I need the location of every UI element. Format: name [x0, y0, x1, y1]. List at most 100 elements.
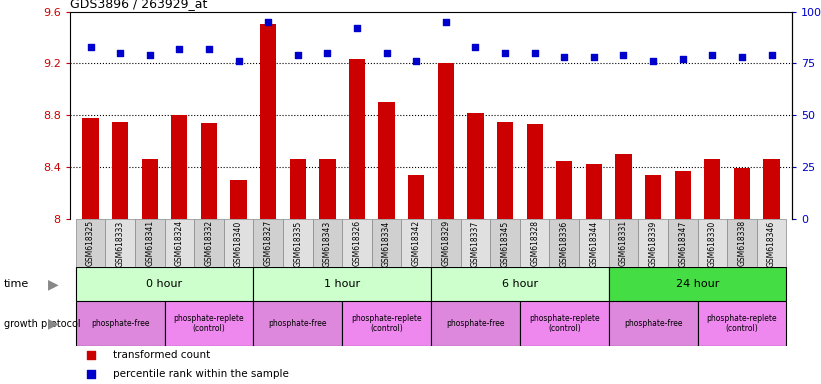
Point — [736, 54, 749, 60]
Bar — [698, 219, 727, 267]
Text: phosphate-free: phosphate-free — [624, 319, 682, 328]
Point — [646, 58, 659, 65]
Text: GSM618329: GSM618329 — [442, 220, 451, 266]
Text: GSM618337: GSM618337 — [471, 220, 480, 266]
Point — [765, 52, 778, 58]
Bar — [283, 219, 313, 267]
Text: GSM618324: GSM618324 — [175, 220, 184, 266]
Bar — [698, 301, 787, 346]
Bar — [616, 154, 631, 219]
Point — [587, 54, 600, 60]
Text: phosphate-replete
(control): phosphate-replete (control) — [173, 314, 245, 333]
Bar — [467, 113, 484, 219]
Bar — [608, 219, 638, 267]
Bar — [313, 219, 342, 267]
Bar — [378, 102, 395, 219]
Bar — [608, 267, 787, 301]
Bar — [549, 219, 579, 267]
Bar — [231, 180, 246, 219]
Bar — [290, 159, 306, 219]
Text: GSM618335: GSM618335 — [293, 220, 302, 266]
Bar — [201, 123, 217, 219]
Text: GSM618347: GSM618347 — [678, 220, 687, 266]
Text: time: time — [4, 279, 30, 289]
Text: phosphate-free: phosphate-free — [268, 319, 327, 328]
Bar — [76, 219, 105, 267]
Point — [351, 25, 364, 31]
Point — [321, 50, 334, 56]
Point — [380, 50, 393, 56]
Bar — [342, 301, 431, 346]
Point — [439, 19, 452, 25]
Text: transformed count: transformed count — [113, 350, 210, 360]
Text: GSM618331: GSM618331 — [619, 220, 628, 266]
Bar — [172, 115, 187, 219]
Text: 0 hour: 0 hour — [146, 279, 182, 289]
Bar — [194, 219, 224, 267]
Bar — [675, 171, 690, 219]
Bar — [645, 175, 661, 219]
Point — [706, 52, 719, 58]
Bar — [668, 219, 698, 267]
Text: GSM618346: GSM618346 — [767, 220, 776, 266]
Bar — [349, 60, 365, 219]
Text: GSM618339: GSM618339 — [649, 220, 658, 266]
Bar — [608, 301, 698, 346]
Text: phosphate-replete
(control): phosphate-replete (control) — [707, 314, 777, 333]
Text: GSM618336: GSM618336 — [560, 220, 569, 266]
Bar — [319, 159, 336, 219]
Bar — [764, 159, 780, 219]
Text: phosphate-free: phosphate-free — [91, 319, 149, 328]
Text: GSM618344: GSM618344 — [589, 220, 599, 266]
Text: GSM618330: GSM618330 — [708, 220, 717, 266]
Point — [677, 56, 690, 62]
Bar — [135, 219, 164, 267]
Bar — [76, 267, 254, 301]
Bar — [526, 124, 543, 219]
Text: GSM618345: GSM618345 — [501, 220, 510, 266]
Text: GSM618342: GSM618342 — [411, 220, 420, 266]
Point — [143, 52, 156, 58]
Text: GSM618325: GSM618325 — [86, 220, 95, 266]
Text: GDS3896 / 263929_at: GDS3896 / 263929_at — [70, 0, 207, 10]
Bar — [757, 219, 787, 267]
Text: ▶: ▶ — [48, 277, 58, 291]
Text: GSM618326: GSM618326 — [352, 220, 361, 266]
Point — [113, 50, 126, 56]
Bar — [342, 219, 372, 267]
Bar — [638, 219, 668, 267]
Point — [85, 352, 98, 358]
Text: growth protocol: growth protocol — [4, 318, 80, 329]
Text: GSM618334: GSM618334 — [382, 220, 391, 266]
Text: 1 hour: 1 hour — [324, 279, 360, 289]
Bar — [105, 219, 135, 267]
Point — [291, 52, 305, 58]
Text: 6 hour: 6 hour — [502, 279, 538, 289]
Point — [203, 46, 216, 52]
Bar — [254, 301, 342, 346]
Bar — [260, 25, 277, 219]
Text: GSM618327: GSM618327 — [264, 220, 273, 266]
Bar — [704, 159, 721, 219]
Bar — [408, 175, 424, 219]
Bar — [438, 63, 454, 219]
Text: phosphate-replete
(control): phosphate-replete (control) — [529, 314, 599, 333]
Bar — [431, 267, 608, 301]
Text: GSM618333: GSM618333 — [116, 220, 125, 266]
Text: 24 hour: 24 hour — [676, 279, 719, 289]
Point — [85, 371, 98, 377]
Point — [84, 44, 97, 50]
Text: percentile rank within the sample: percentile rank within the sample — [113, 369, 289, 379]
Bar — [556, 161, 572, 219]
Bar — [727, 219, 757, 267]
Bar — [254, 219, 283, 267]
Bar — [579, 219, 608, 267]
Text: GSM618341: GSM618341 — [145, 220, 154, 266]
Text: GSM618343: GSM618343 — [323, 220, 332, 266]
Bar — [431, 301, 520, 346]
Bar — [164, 219, 194, 267]
Bar — [141, 159, 158, 219]
Point — [557, 54, 571, 60]
Text: phosphate-free: phosphate-free — [446, 319, 505, 328]
Point — [232, 58, 245, 65]
